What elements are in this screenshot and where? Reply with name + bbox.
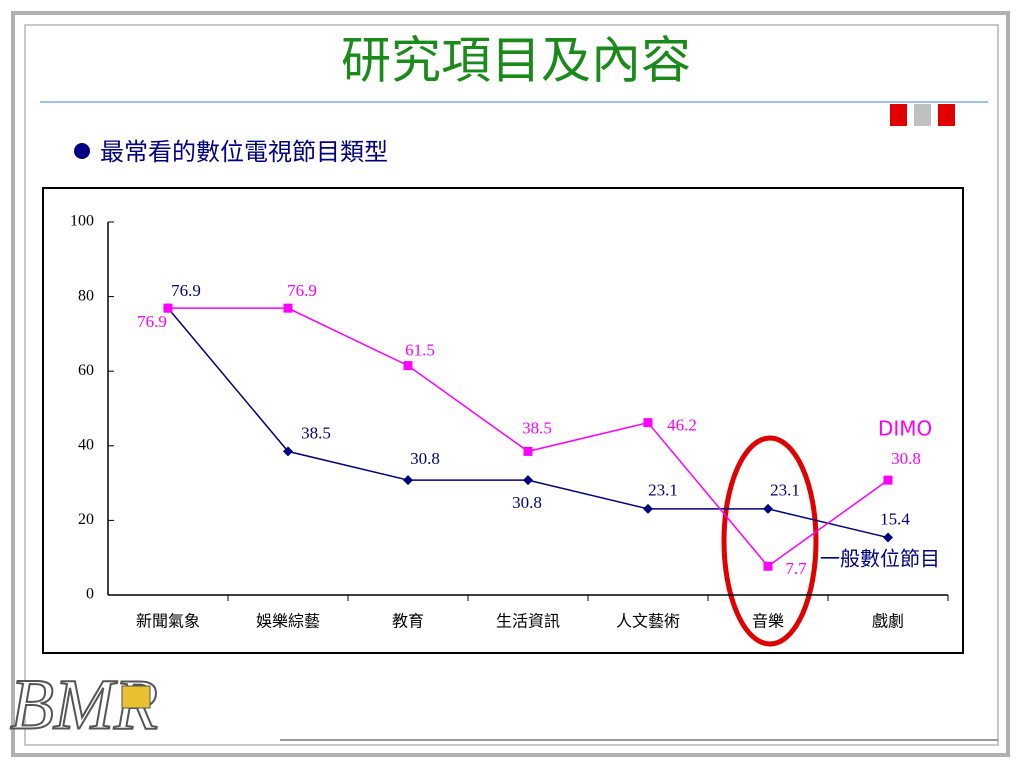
y-tick-label: 60 <box>78 362 94 379</box>
bullet-dot <box>74 143 90 159</box>
marker <box>283 446 293 457</box>
marker <box>643 418 653 428</box>
y-tick-label: 80 <box>78 287 94 304</box>
data-label: 30.8 <box>410 449 440 468</box>
x-tick-label: 教育 <box>392 613 424 631</box>
marker <box>163 303 173 313</box>
data-label: 30.8 <box>891 449 921 468</box>
series-label: DIMO <box>878 417 932 441</box>
deco-square <box>914 104 931 126</box>
y-tick-label: 0 <box>86 586 94 603</box>
data-label: 61.5 <box>405 341 435 360</box>
x-tick-label: 娛樂綜藝 <box>256 613 320 631</box>
slide-frame <box>11 11 1010 757</box>
deco-square <box>938 104 955 126</box>
y-tick-label: 20 <box>78 511 94 528</box>
marker <box>883 532 893 543</box>
series-label: 一般數位節目 <box>820 547 940 571</box>
y-tick-label: 40 <box>78 436 94 453</box>
marker <box>403 475 413 486</box>
slide-inner-frame <box>24 24 999 746</box>
data-label: 23.1 <box>770 481 800 500</box>
data-label: 76.9 <box>287 281 317 300</box>
data-label: 46.2 <box>667 416 697 435</box>
slide-title: 研究項目及內容 <box>341 32 691 90</box>
data-label: 38.5 <box>522 418 552 437</box>
bullet-text: 最常看的數位電視節目類型 <box>100 138 388 166</box>
marker <box>283 303 293 313</box>
data-label: 38.5 <box>301 423 331 442</box>
chart-frame <box>42 187 964 654</box>
marker <box>763 561 773 571</box>
data-label: 30.8 <box>512 493 542 512</box>
data-label: 76.9 <box>137 312 167 331</box>
x-tick-label: 音樂 <box>752 613 784 631</box>
y-tick-label: 100 <box>70 213 94 230</box>
x-tick-label: 生活資訊 <box>496 613 560 631</box>
data-label: 7.7 <box>785 559 807 578</box>
data-label: 15.4 <box>880 509 910 528</box>
logo-icon <box>121 685 151 709</box>
data-label: 23.1 <box>648 481 678 500</box>
x-tick-label: 新聞氣象 <box>136 613 200 631</box>
marker <box>523 475 533 486</box>
marker <box>403 361 413 371</box>
marker <box>763 503 773 514</box>
marker <box>643 503 653 514</box>
x-tick-label: 戲劇 <box>872 613 904 631</box>
highlight-ellipse <box>721 435 819 647</box>
marker <box>883 475 893 485</box>
marker <box>523 446 533 456</box>
deco-square <box>890 104 907 126</box>
data-label: 76.9 <box>171 281 201 300</box>
x-tick-label: 人文藝術 <box>616 613 680 631</box>
